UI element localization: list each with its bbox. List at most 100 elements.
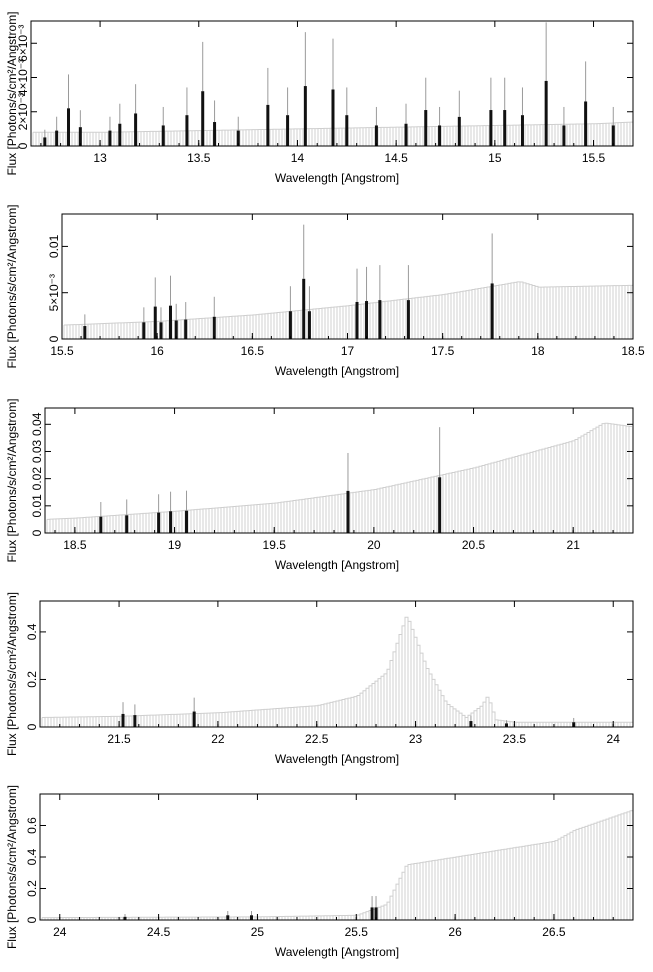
x-tick-label: 18.5 [621,344,645,358]
bin-bar [123,916,127,920]
bin-bar [250,915,254,920]
bin-bar [584,101,588,146]
bin-bar [266,104,270,146]
bin-bar [490,283,494,339]
bin-bar [142,322,146,339]
bin-bar [307,311,311,339]
bin-bar [133,715,137,727]
y-tick-label: 0 [25,723,39,730]
y-tick-label: 0.2 [25,671,39,688]
bin-bar [161,125,165,146]
model-outline [42,810,633,919]
y-tick-label: 0.04 [30,412,44,436]
bin-bar [153,306,157,339]
x-tick-label: 26 [448,925,462,939]
x-axis-title: Wavelength [Angstrom] [275,558,399,572]
y-axis-title: Flux [Photons/s/cm²/Angstrom] [5,785,19,949]
bin-bar [134,113,138,146]
observed-bins [123,896,378,920]
x-tick-label: 18 [531,344,545,358]
bin-bar [213,122,217,146]
bin-bar [345,115,349,146]
y-tick-label: 4×10⁻³ [16,59,30,96]
bin-bar [365,301,369,339]
y-tick-label: 0.03 [30,439,44,463]
bin-bar [346,490,350,533]
x-tick-label: 26.5 [542,925,566,939]
bin-bar [303,86,307,146]
x-tick-label: 22.5 [305,732,329,746]
model-outline [33,121,633,133]
bin-bar [83,326,87,339]
y-tick-label: 0 [25,916,39,923]
y-tick-label: 0 [30,529,44,536]
bin-bar [331,89,335,146]
x-tick-label: 17.5 [431,344,455,358]
x-tick-label: 25.5 [345,925,369,939]
panel-4: 21.5 22 22.5 23 23.5 24 0 0.2 0.4 Wavelength [Ang… [5,592,634,766]
bin-bar [438,477,442,533]
model-outline [64,281,633,326]
bin-bar [355,301,359,339]
observed-bins [83,224,494,339]
bin-bar [174,320,178,339]
bin-bar [544,80,548,146]
bin-bar [159,322,163,339]
bin-bar [55,130,59,146]
y-tick-label: 6×10⁻³ [16,25,30,62]
bin-bar [302,278,306,339]
plot-frame [39,793,634,921]
y-axis-title: Flux [Photons/s/cm²/Angstrom] [5,592,19,756]
bin-bar [125,515,129,533]
bin-bar [236,130,240,146]
x-tick-label: 14 [291,151,305,165]
y-tick-label: 0.4 [25,848,39,865]
x-tick-label: 18.5 [63,538,87,552]
x-tick-label: 15 [488,151,502,165]
bin-bar [404,123,408,146]
y-tick-label: 2×10⁻³ [16,93,30,130]
x-tick-label: 24 [607,732,621,746]
y-axis-title: Flux [Photons/s/cm²/Angstrom] [5,398,19,562]
y-tick-label: 0.01 [30,494,44,518]
y-tick-label: 0.6 [25,817,39,834]
bin-bar [169,511,173,533]
plot-frame [30,20,634,147]
x-tick-label: 20 [367,538,381,552]
bin-bar [43,137,47,146]
x-axis-title: Wavelength [Angstrom] [275,752,399,766]
bin-bar [374,907,378,920]
bin-bar [504,723,508,727]
bin-bar [457,116,461,146]
x-tick-label: 22 [211,732,225,746]
y-tick-label: 0.01 [47,234,61,258]
bin-bar [67,108,71,146]
x-tick-label: 17 [341,344,355,358]
x-tick-label: 21.5 [107,732,131,746]
y-axis-title: Flux [Photons/s/cm²/Angstrom] [5,11,19,175]
bin-bar [438,125,442,146]
y-tick-label: 0.02 [30,467,44,491]
x-tick-label: 13 [93,151,107,165]
bin-bar [562,125,566,146]
y-tick-label: 0 [16,142,30,149]
panel-1: 13 13.5 14 14.5 15 15.5 0 2×10⁻³4×10⁻³6×10⁻³ Wav… [5,11,634,185]
x-axis-title: Wavelength [Angstrom] [275,171,399,185]
bin-bar [370,907,374,920]
observed-bins [99,427,442,533]
bin-bar [99,516,103,533]
x-tick-label: 15.5 [50,344,74,358]
model-envelope [63,281,632,339]
bin-bar [374,125,378,146]
x-axis-title: Wavelength [Angstrom] [275,945,399,959]
bin-bar [212,316,216,339]
y-tick-label: 5×10⁻³ [47,274,61,311]
x-tick-label: 23.5 [503,732,527,746]
model-envelope [46,423,630,533]
x-tick-label: 14.5 [384,151,408,165]
x-axis-title: Wavelength [Angstrom] [275,364,399,378]
model-outline [47,422,632,520]
bin-bar [185,510,189,533]
bin-bar [520,115,524,146]
bin-bar [121,713,125,727]
